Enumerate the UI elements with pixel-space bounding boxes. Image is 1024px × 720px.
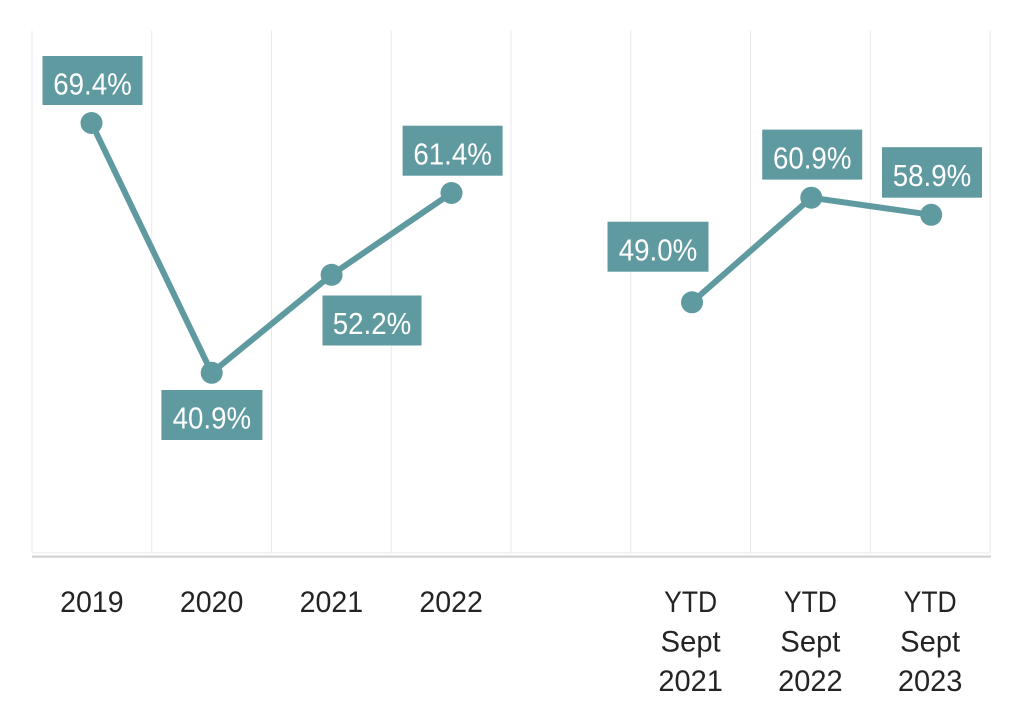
svg-text:60.9%: 60.9% (773, 140, 852, 175)
svg-text:61.4%: 61.4% (413, 136, 492, 171)
svg-text:YTD: YTD (664, 586, 717, 619)
svg-text:2022: 2022 (419, 586, 483, 619)
svg-text:2022: 2022 (778, 665, 843, 698)
svg-text:2023: 2023 (898, 665, 963, 698)
svg-text:2020: 2020 (180, 586, 244, 619)
svg-text:2019: 2019 (60, 586, 124, 619)
svg-text:2021: 2021 (300, 586, 364, 619)
svg-text:52.2%: 52.2% (333, 306, 412, 341)
svg-text:Sept: Sept (780, 625, 841, 658)
svg-text:49.0%: 49.0% (619, 232, 698, 267)
svg-text:40.9%: 40.9% (173, 401, 252, 436)
svg-text:YTD: YTD (784, 586, 837, 619)
svg-text:YTD: YTD (904, 586, 957, 619)
svg-text:Sept: Sept (661, 625, 722, 658)
svg-text:69.4%: 69.4% (53, 67, 132, 102)
svg-text:58.9%: 58.9% (893, 158, 972, 193)
svg-text:Sept: Sept (900, 625, 961, 658)
svg-text:2021: 2021 (658, 665, 723, 698)
